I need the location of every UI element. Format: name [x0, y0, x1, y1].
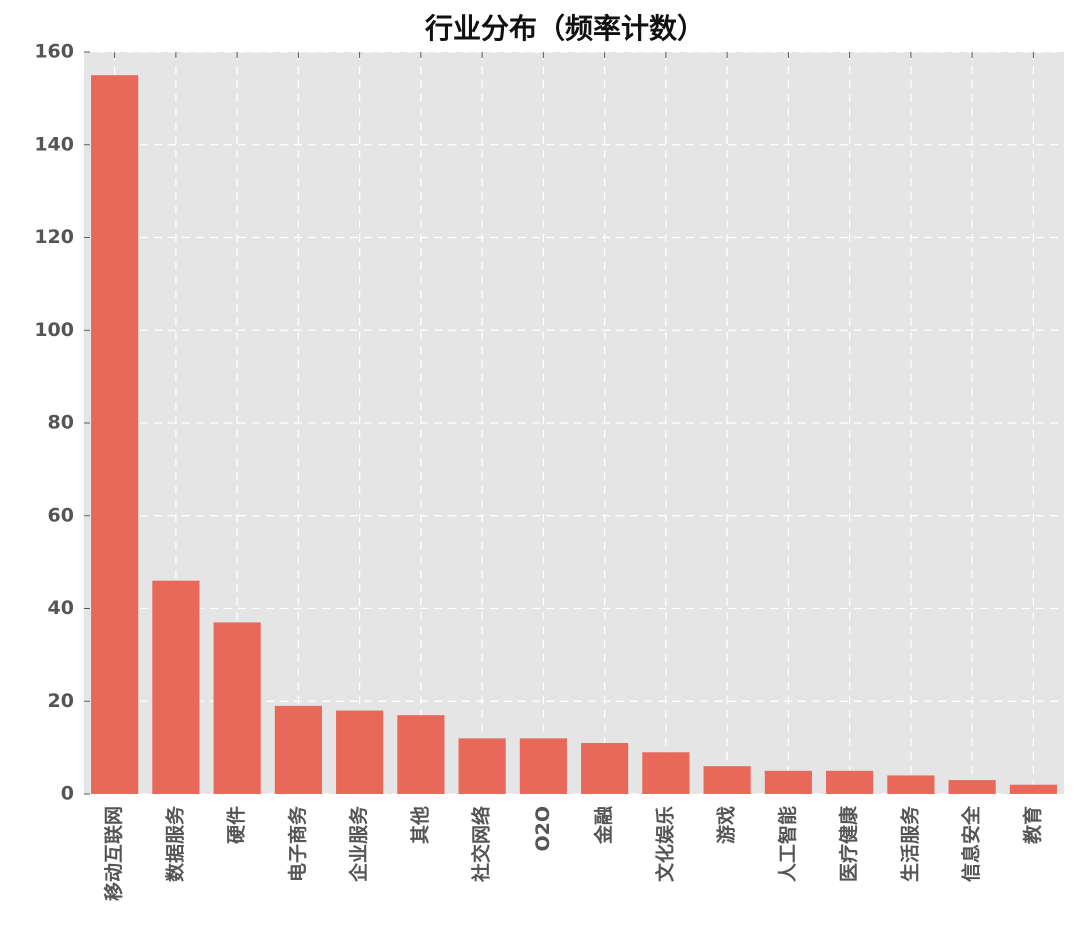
x-tick-label: 信息安全 [960, 805, 983, 882]
y-tick-label: 20 [48, 690, 74, 712]
x-tick-label: 医疗健康 [837, 805, 860, 882]
bar [703, 766, 751, 794]
chart-title: 行业分布（频率计数） [424, 12, 705, 45]
bar [152, 580, 200, 794]
x-tick-label: 游戏 [715, 806, 738, 844]
bar [948, 780, 996, 794]
y-tick-label: 40 [48, 597, 74, 619]
bar [887, 775, 935, 794]
x-tick-label: 企业服务 [347, 805, 370, 883]
bar [213, 622, 261, 794]
y-tick-label: 60 [48, 504, 74, 526]
y-tick-label: 120 [34, 226, 74, 248]
x-tick-label: 生活服务 [898, 805, 921, 882]
x-tick-label: 移动互联网 [102, 806, 125, 901]
y-tick-label: 80 [48, 412, 74, 434]
x-tick-label: 教育 [1021, 806, 1044, 844]
bar [91, 75, 139, 794]
x-tick-label: 文化娱乐 [653, 806, 676, 882]
bar [458, 738, 506, 794]
x-tick-label: 数据服务 [163, 805, 186, 882]
y-tick-label: 140 [34, 133, 74, 155]
bar [581, 742, 629, 794]
x-tick-label: O2O [532, 806, 554, 852]
y-tick-label: 0 [61, 783, 74, 805]
x-tick-label: 社交网络 [470, 806, 493, 883]
bar [1009, 784, 1057, 794]
x-tick-label: 硬件 [225, 806, 248, 844]
bar [397, 715, 445, 794]
x-tick-label: 其他 [408, 806, 431, 844]
x-tick-label: 电子商务 [286, 805, 309, 882]
y-tick-label: 160 [34, 41, 74, 63]
bar [274, 705, 322, 794]
bar [519, 738, 567, 794]
x-tick-label: 人工智能 [776, 806, 799, 882]
bar [764, 770, 812, 794]
bar [826, 770, 874, 794]
bar [642, 752, 690, 794]
bar [336, 710, 384, 794]
y-tick-label: 100 [34, 319, 74, 341]
x-tick-label: 金融 [592, 806, 615, 845]
